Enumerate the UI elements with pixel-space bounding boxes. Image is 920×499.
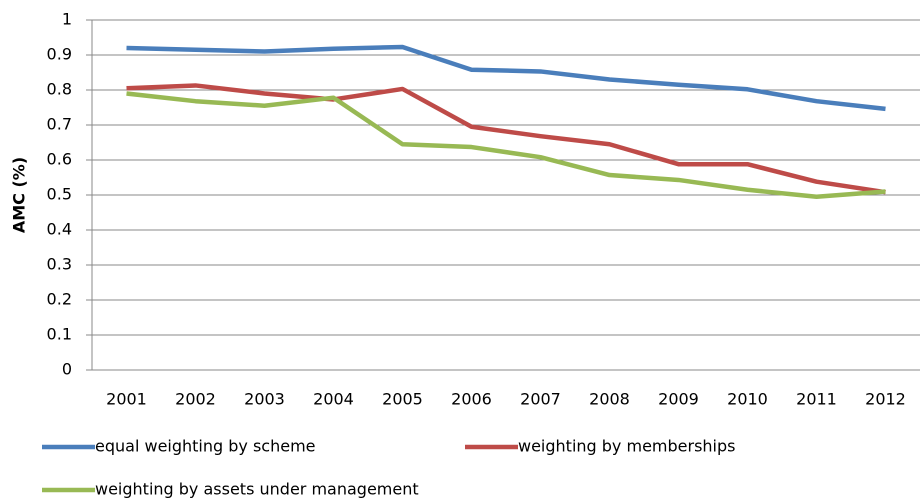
x-tick-label: 2005 [382, 390, 423, 409]
y-tick-label: 0.6 [47, 150, 72, 169]
x-tick-label: 2007 [520, 390, 561, 409]
x-tick-label: 2001 [106, 390, 147, 409]
y-axis-label: AMC (%) [10, 157, 29, 233]
series-line [126, 91, 886, 199]
x-tick-label: 2012 [865, 390, 906, 409]
y-tick-label: 0.9 [47, 45, 72, 64]
y-tick-label: 0.2 [47, 290, 72, 309]
x-tick-label: 2010 [727, 390, 768, 409]
y-tick-label: 0.8 [47, 80, 72, 99]
y-tick-label: 1 [62, 10, 72, 29]
legend-label: weighting by assets under management [95, 480, 419, 499]
legend-label: equal weighting by scheme [95, 437, 316, 456]
y-tick-label: 0.3 [47, 255, 72, 274]
x-tick-label: 2004 [313, 390, 354, 409]
y-tick-label: 0 [62, 360, 72, 379]
y-tick-label: 0.1 [47, 325, 72, 344]
y-tick-label: 0.7 [47, 115, 72, 134]
x-tick-label: 2006 [451, 390, 492, 409]
x-tick-label: 2002 [175, 390, 216, 409]
x-tick-label: 2008 [589, 390, 630, 409]
y-tick-label: 0.4 [47, 220, 72, 239]
x-tick-label: 2009 [658, 390, 699, 409]
series-line [126, 44, 886, 112]
x-tick-label: 2011 [796, 390, 837, 409]
x-tick-label: 2003 [244, 390, 285, 409]
series-line [126, 83, 886, 195]
legend-label: weighting by memberships [518, 437, 736, 456]
y-tick-label: 0.5 [47, 185, 72, 204]
